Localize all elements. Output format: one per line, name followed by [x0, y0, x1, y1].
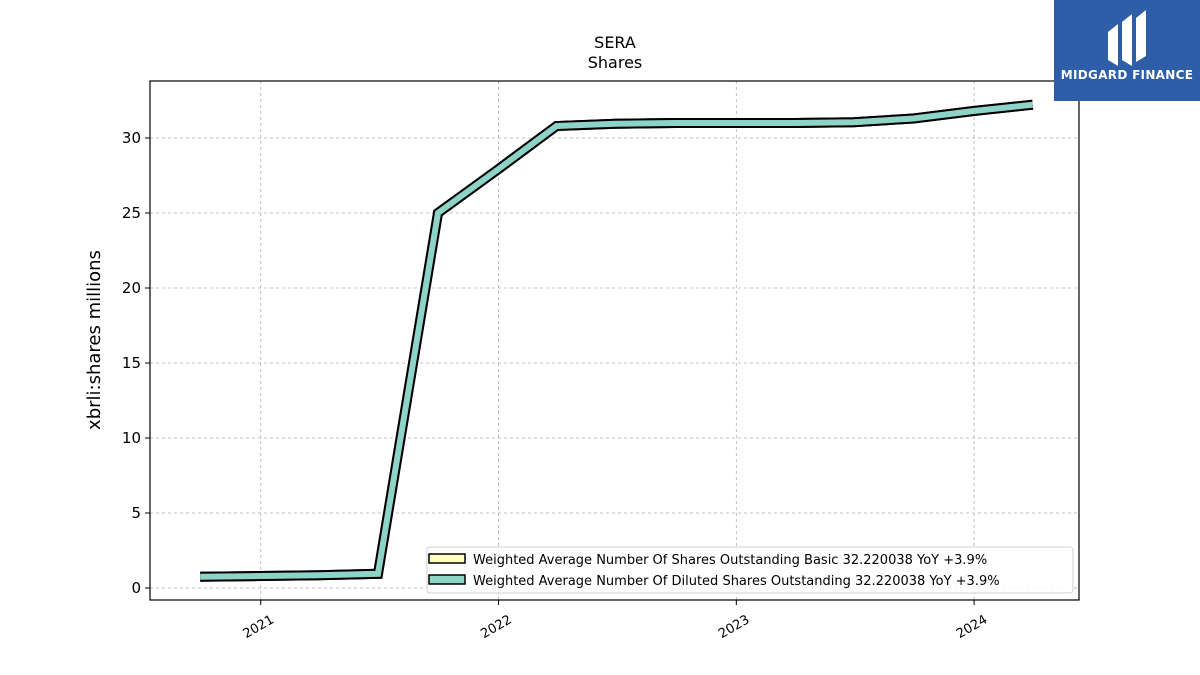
grid	[150, 81, 1079, 600]
series-1-outline	[200, 99, 1034, 582]
y-axis: 0 5 10 15 20 25 30	[122, 129, 150, 597]
series-0-outline	[200, 99, 1034, 582]
chart-title: SERA	[594, 33, 636, 52]
legend-swatch	[428, 553, 466, 564]
x-tick-label: 2021	[241, 612, 277, 642]
x-tick-label: 2024	[954, 612, 990, 642]
y-axis-label: xbrli:shares millions	[84, 250, 105, 430]
logo-text: MIDGARD FINANCE	[1060, 68, 1194, 82]
y-tick-label: 25	[122, 204, 141, 222]
plot-area	[149, 80, 1080, 601]
y-tick-label: 0	[131, 579, 141, 597]
x-tick-label: 2022	[478, 612, 514, 642]
y-tick-label: 15	[122, 354, 141, 372]
midgard-finance-logo: MIDGARD FINANCE	[1054, 0, 1200, 101]
x-tick-label: 2023	[716, 612, 752, 642]
y-tick-label: 5	[131, 504, 141, 522]
y-tick-label: 10	[122, 429, 141, 447]
y-tick-label: 20	[122, 279, 141, 297]
series-1-line	[200, 101, 1034, 580]
chart-subtitle: Shares	[588, 53, 643, 72]
legend-entry-label: Weighted Average Number Of Shares Outsta…	[473, 553, 987, 568]
logo-mark-icon	[1108, 10, 1146, 66]
legend-box	[426, 546, 1074, 594]
x-axis: 2021 2022 2023 2024	[241, 600, 990, 642]
legend: Weighted Average Number Of Shares Outsta…	[426, 546, 1074, 594]
y-tick-label: 30	[122, 129, 141, 147]
series-0-line	[200, 101, 1034, 580]
legend-entry-label: Weighted Average Number Of Diluted Share…	[473, 574, 1000, 589]
legend-swatch	[428, 574, 466, 585]
series-lines	[200, 99, 1034, 582]
